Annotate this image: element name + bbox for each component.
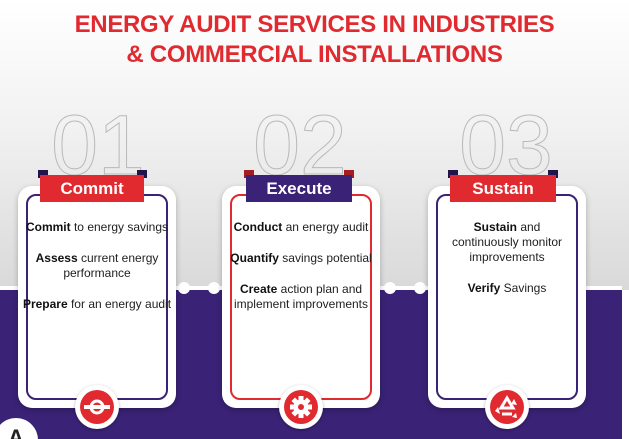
banner-fold [38, 170, 48, 178]
connector-dot [178, 282, 190, 294]
step-item: Commit to energy savings [25, 220, 169, 234]
connector-dot [384, 282, 396, 294]
step-item: Quantify savings potential [230, 251, 372, 265]
phase-steps-commit: Commit to energy savings Assess current … [22, 220, 172, 328]
page-title: ENERGY AUDIT SERVICES IN INDUSTRIES & CO… [0, 10, 629, 70]
connector-dot [414, 282, 426, 294]
step-item: Sustain and continuously monitor improve… [451, 220, 563, 264]
connector-right [586, 286, 622, 290]
step-item: Verify Savings [467, 281, 547, 295]
connector-1-2 [176, 286, 222, 290]
banner-fold [244, 170, 254, 178]
pipe-valve-icon [75, 385, 119, 429]
step-item: Prepare for an energy audit [22, 297, 172, 311]
banner-fold [137, 170, 147, 178]
title-line-2: & COMMERCIAL INSTALLATIONS [126, 41, 503, 68]
recycle-icon [485, 385, 529, 429]
connector-dot [208, 282, 220, 294]
banner-fold [548, 170, 558, 178]
title-line-1: ENERGY AUDIT SERVICES IN INDUSTRIES [74, 11, 555, 38]
right-edge-strip [622, 290, 629, 439]
phase-number: 02 [253, 98, 347, 192]
step-item: Conduct an energy audit [233, 220, 369, 234]
phase-banner-execute: Execute [246, 175, 352, 202]
banner-fold [344, 170, 354, 178]
phase-steps-sustain: Sustain and continuously monitor improve… [432, 220, 582, 312]
phase-steps-execute: Conduct an energy audit Quantify savings… [226, 220, 376, 328]
connector-left [0, 286, 18, 290]
phase-banner-commit: Commit [40, 175, 144, 202]
phase-number: 01 [51, 98, 145, 192]
phase-banner-sustain: Sustain [450, 175, 556, 202]
gear-icon [279, 385, 323, 429]
step-item: Assess current energy performance [35, 251, 159, 280]
phase-number: 03 [459, 98, 553, 192]
step-item: Create action plan and implement improve… [233, 282, 369, 311]
banner-fold [448, 170, 458, 178]
connector-2-3 [380, 286, 428, 290]
corner-logo-badge: A [0, 418, 38, 439]
